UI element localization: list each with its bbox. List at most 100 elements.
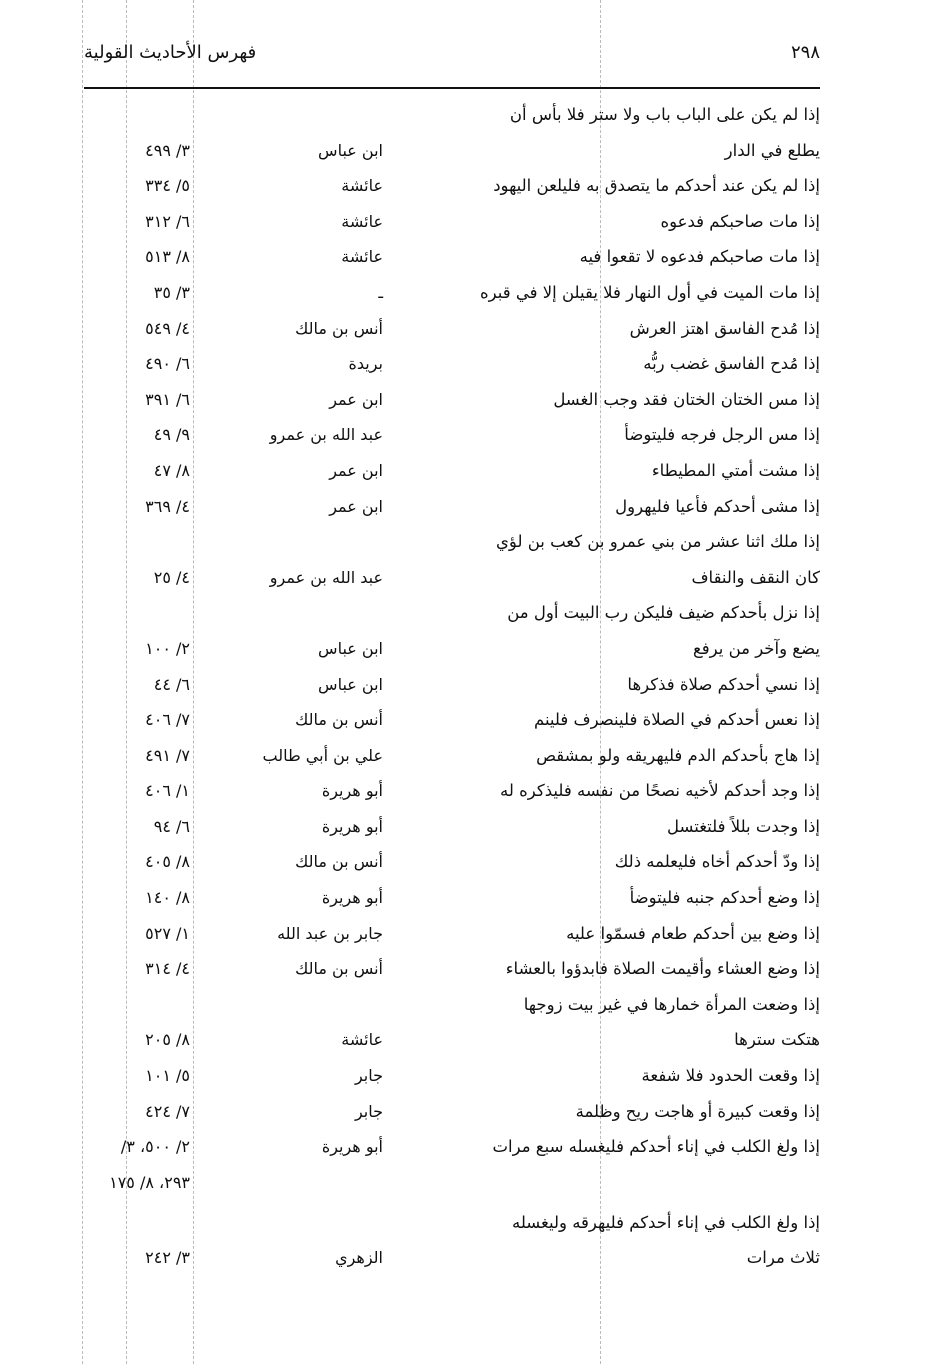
index-row: إذا وضع أحدكم جنبه فليتوضأ أبو هريرة ٨/ ١٤… <box>0 884 935 920</box>
narrator: ابن عمر <box>329 496 383 516</box>
volume-page-ref: ٤/ ٣٦٩ <box>145 496 190 516</box>
hadith-text: يضع وآخر من يرفع <box>692 638 820 658</box>
hadith-text: إذا لم يكن عند أحدكم ما يتصدق به فليلعن … <box>493 176 820 196</box>
header-rule <box>84 87 820 89</box>
volume-page-ref: ٥/ ٣٣٤ <box>145 176 190 196</box>
volume-page-ref: ٨/ ٢٠٥ <box>145 1030 190 1050</box>
volume-page-ref: ٨/ ٤٠٥ <box>145 852 190 872</box>
index-row: إذا مُدح الفاسق اهتز العرش أنس بن مالك ٤/ … <box>0 315 935 351</box>
index-row: إذا مات صاحبكم فدعوه لا تقعوا فيه عائشة ٨/… <box>0 243 935 279</box>
volume-page-ref: ٢/ ١٠٠ <box>145 638 190 658</box>
hadith-text: إذا ملك اثنا عشر من بني عمرو بن كعب بن ل… <box>496 532 820 552</box>
hadith-text: إذا وضع أحدكم جنبه فليتوضأ <box>629 888 820 908</box>
volume-page-ref: ٣/ ٤٩٩ <box>145 140 190 160</box>
hadith-text: إذا ودّ أحدكم أخاه فليعلمه ذلك <box>614 852 820 872</box>
index-row: إذا مشت أمتي المطيطاء ابن عمر ٨/ ٤٧ <box>0 457 935 493</box>
hadith-text: إذا وقعت الحدود فلا شفعة <box>641 1066 820 1086</box>
hadith-text: إذا وجد أحدكم لأخيه نصحًا من نفسه فليذكر… <box>500 781 820 801</box>
narrator: بريدة <box>348 354 383 374</box>
narrator: أبو هريرة <box>321 816 383 836</box>
hadith-text: إذا مس الختان الختان فقد وجب الغسل <box>553 389 820 409</box>
hadith-text: إذا مس الرجل فرجه فليتوضأ <box>624 425 820 445</box>
narrator: أبو هريرة <box>321 781 383 801</box>
volume-page-ref: ٧/ ٤٩١ <box>145 745 190 765</box>
volume-page-ref: ٨/ ٥١٣ <box>145 247 190 267</box>
index-row: إذا وضع بين أحدكم طعام فسمّوا عليه جابر ب… <box>0 920 935 956</box>
narrator: جابر بن عبد الله <box>277 923 383 943</box>
narrator: الزهري <box>335 1248 383 1268</box>
index-row: ثلاث مرات الزهري ٣/ ٢٤٢ <box>0 1244 935 1280</box>
hadith-text: إذا وضعت المرأة خمارها في غير بيت زوجها <box>523 994 820 1014</box>
narrator: عبد الله بن عمرو <box>269 567 383 587</box>
scan-artifact-line <box>600 0 601 1364</box>
volume-page-ref: ٦/ ٤٩٠ <box>145 354 190 374</box>
index-row: إذا نزل بأحدكم ضيف فليكن رب البيت أول من <box>0 599 935 635</box>
index-row: إذا وضعت المرأة خمارها في غير بيت زوجها <box>0 991 935 1027</box>
hadith-text: إذا نزل بأحدكم ضيف فليكن رب البيت أول من <box>507 603 820 623</box>
volume-page-ref: ٦/ ٣١٢ <box>145 211 190 231</box>
index-row: إذا وضع العشاء وأقيمت الصلاة فابدؤوا بال… <box>0 955 935 991</box>
hadith-text: إذا مشى أحدكم فأعيا فليهرول <box>615 496 820 516</box>
narrator: أبو هريرة <box>321 1137 383 1157</box>
hadith-text: إذا هاج بأحدكم الدم فليهريقه ولو بمشقص <box>536 745 820 765</box>
hadith-text: يطلع في الدار <box>724 140 820 160</box>
volume-page-ref: ٨/ ١٤٠ <box>145 888 190 908</box>
scan-artifact-line <box>82 0 83 1364</box>
narrator: أنس بن مالك <box>295 959 383 979</box>
volume-page-ref: ٣/ ٣٥ <box>153 282 190 302</box>
index-row: إذا ملك اثنا عشر من بني عمرو بن كعب بن ل… <box>0 528 935 564</box>
index-row: يطلع في الدار ابن عباس ٣/ ٤٩٩ <box>0 137 935 173</box>
volume-page-ref: ٥/ ١٠١ <box>145 1066 190 1086</box>
volume-page-ref: ٧/ ٤٢٤ <box>145 1101 190 1121</box>
index-row: إذا لم يكن على الباب باب ولا ستر فلا بأس… <box>0 101 935 137</box>
index-row: ٢٩٣، ٨/ ١٧٥ <box>0 1169 935 1209</box>
hadith-text: هتكت سترها <box>734 1030 820 1050</box>
volume-page-ref: ٦/ ٣٩١ <box>145 389 190 409</box>
narrator: عائشة <box>341 176 383 196</box>
hadith-text: كان النقف والنقاف <box>691 567 820 587</box>
narrator: ابن عمر <box>329 460 383 480</box>
index-row: إذا وقعت كبيرة أو هاجت ريح وظلمة جابر ٧/ ٤… <box>0 1098 935 1134</box>
index-row: كان النقف والنقاف عبد الله بن عمرو ٤/ ٢٥ <box>0 564 935 600</box>
hadith-text: إذا وضع بين أحدكم طعام فسمّوا عليه <box>566 923 820 943</box>
volume-page-ref: ١/ ٥٢٧ <box>145 923 190 943</box>
index-row: إذا نعس أحدكم في الصلاة فلينصرف فلينم أنس… <box>0 706 935 742</box>
hadith-text: إذا نسي أحدكم صلاة فذكرها <box>627 674 820 694</box>
index-row: إذا نسي أحدكم صلاة فذكرها ابن عباس ٦/ ٤٤ <box>0 671 935 707</box>
hadith-text: إذا مات الميت في أول النهار فلا يقيلن إل… <box>480 282 820 302</box>
volume-page-ref: ٩/ ٤٩ <box>153 425 190 445</box>
narrator: ـ <box>378 282 383 302</box>
hadith-text: إذا وقعت كبيرة أو هاجت ريح وظلمة <box>575 1101 820 1121</box>
narrator: عائشة <box>341 247 383 267</box>
volume-page-ref: ٨/ ٤٧ <box>153 460 190 480</box>
index-row: إذا وجدت بللاً فلتغتسل أبو هريرة ٦/ ٩٤ <box>0 813 935 849</box>
index-row: إذا ودّ أحدكم أخاه فليعلمه ذلك أنس بن مال… <box>0 848 935 884</box>
narrator: ابن عباس <box>318 140 383 160</box>
narrator: أنس بن مالك <box>295 318 383 338</box>
narrator: أنس بن مالك <box>295 710 383 730</box>
volume-page-ref: ٤/ ٣١٤ <box>145 959 190 979</box>
hadith-text: إذا نعس أحدكم في الصلاة فلينصرف فلينم <box>533 710 820 730</box>
narrator: ابن عباس <box>318 638 383 658</box>
index-row: هتكت سترها عائشة ٨/ ٢٠٥ <box>0 1026 935 1062</box>
index-row: إذا هاج بأحدكم الدم فليهريقه ولو بمشقص عل… <box>0 742 935 778</box>
scan-artifact-line <box>126 0 127 1364</box>
hadith-text: إذا مُدح الفاسق غضب ربُّه <box>643 354 820 374</box>
hadith-text: إذا مات صاحبكم فدعوه <box>660 211 820 231</box>
narrator: عائشة <box>341 1030 383 1050</box>
index-row: إذا مات الميت في أول النهار فلا يقيلن إل… <box>0 279 935 315</box>
narrator: جابر <box>354 1101 383 1121</box>
hadith-text: ثلاث مرات <box>746 1248 820 1268</box>
hadith-index-list: إذا لم يكن على الباب باب ولا ستر فلا بأس… <box>0 101 935 1280</box>
index-row: إذا مُدح الفاسق غضب ربُّه بريدة ٦/ ٤٩٠ <box>0 350 935 386</box>
narrator: جابر <box>354 1066 383 1086</box>
hadith-text: إذا ولغ الكلب في إناء أحدكم فليهرقه وليغ… <box>511 1212 820 1232</box>
narrator: عبد الله بن عمرو <box>269 425 383 445</box>
index-row: إذا ولغ الكلب في إناء أحدكم فليغسله سبع … <box>0 1133 935 1169</box>
index-row: إذا مس الختان الختان فقد وجب الغسل ابن عم… <box>0 386 935 422</box>
index-row: إذا مات صاحبكم فدعوه عائشة ٦/ ٣١٢ <box>0 208 935 244</box>
narrator: أنس بن مالك <box>295 852 383 872</box>
hadith-text: إذا مشت أمتي المطيطاء <box>651 460 820 480</box>
volume-page-ref: ٢/ ٥٠٠، ٣/ <box>120 1137 190 1157</box>
index-row: إذا ولغ الكلب في إناء أحدكم فليهرقه وليغ… <box>0 1209 935 1245</box>
